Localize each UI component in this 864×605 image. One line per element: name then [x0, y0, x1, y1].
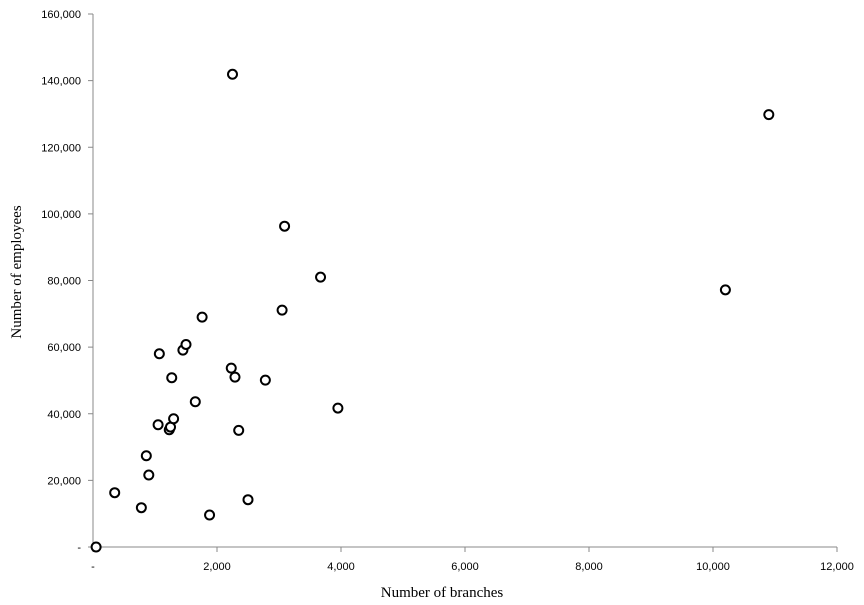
- data-point: [180, 338, 192, 350]
- x-tick-label: 4,000: [327, 561, 355, 573]
- data-point: [166, 372, 178, 384]
- data-point: [315, 271, 327, 283]
- y-tick-label: 120,000: [41, 142, 81, 154]
- y-tick-label: 40,000: [47, 409, 81, 421]
- data-point: [719, 284, 731, 296]
- data-point: [204, 509, 216, 521]
- data-point: [276, 304, 288, 316]
- data-point: [153, 348, 165, 360]
- data-point: [242, 494, 254, 506]
- x-tick-label: 10,000: [696, 561, 730, 573]
- data-point: [135, 502, 147, 514]
- x-tick-label: -: [91, 561, 95, 573]
- data-points: [90, 68, 775, 553]
- x-tick-label: 12,000: [820, 561, 854, 573]
- data-point: [225, 362, 237, 374]
- y-tick-label: 100,000: [41, 209, 81, 221]
- y-axis-title: Number of employees: [9, 205, 25, 338]
- data-point: [196, 311, 208, 323]
- data-point: [233, 424, 245, 436]
- y-tick-label: 80,000: [47, 276, 81, 288]
- x-axis-title: Number of branches: [381, 585, 504, 601]
- y-tick-label: 60,000: [47, 342, 81, 354]
- y-tick-label: -: [77, 542, 81, 554]
- data-point: [143, 469, 155, 481]
- data-point: [90, 541, 102, 553]
- data-point: [189, 396, 201, 408]
- y-tick-label: 20,000: [47, 475, 81, 487]
- data-point: [152, 419, 164, 431]
- data-point: [332, 402, 344, 414]
- y-axis: - 20,000 40,000 60,000 80,000 100,000 120,000 1…: [41, 9, 94, 554]
- x-tick-label: 8,000: [575, 561, 603, 573]
- x-tick-label: 6,000: [451, 561, 479, 573]
- x-axis: - 2,000 4,000 6,000 8,000 10,000 12,000: [91, 546, 854, 573]
- data-point: [140, 450, 152, 462]
- y-tick-label: 140,000: [41, 76, 81, 88]
- data-point: [279, 220, 291, 232]
- data-point: [227, 68, 238, 80]
- data-point: [109, 487, 121, 499]
- data-point: [259, 374, 271, 386]
- y-tick-label: 160,000: [41, 9, 81, 21]
- data-point: [763, 109, 775, 121]
- data-point: [229, 371, 241, 383]
- data-point: [168, 413, 180, 425]
- x-tick-label: 2,000: [203, 561, 231, 573]
